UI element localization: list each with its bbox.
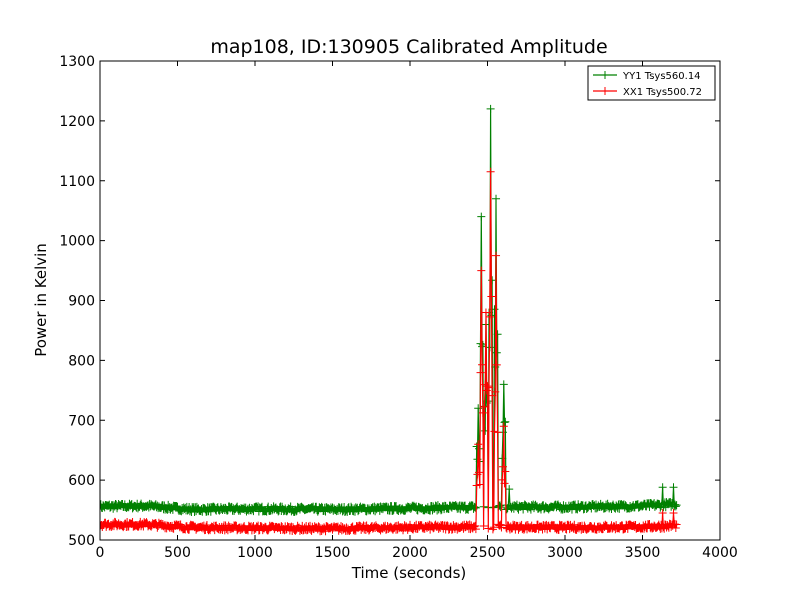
- x-tick-label: 3000: [547, 545, 583, 561]
- legend-entry: XX1 Tsys500.72: [623, 87, 702, 98]
- data-point: [671, 502, 680, 511]
- y-axis-label: Power in Kelvin: [32, 243, 50, 357]
- x-axis: 0 500 1000 1500 2000 2500 3000 3500 4000: [96, 61, 738, 561]
- data-point: [477, 212, 486, 221]
- data-point: [486, 104, 495, 113]
- data-point: [483, 382, 492, 391]
- legend-marker: [601, 71, 609, 79]
- x-tick-label: 2500: [470, 545, 506, 561]
- legend-marker: [601, 87, 609, 95]
- data-point: [492, 360, 501, 369]
- x-tick-label: 1000: [237, 545, 273, 561]
- y-tick-label: 800: [68, 353, 95, 369]
- data-point: [501, 417, 510, 426]
- x-tick-label: 1500: [315, 545, 351, 561]
- y-tick-label: 1100: [59, 174, 95, 190]
- data-point: [481, 308, 490, 317]
- data-point: [495, 521, 504, 530]
- y-tick-label: 1200: [59, 114, 95, 130]
- data-point: [671, 500, 680, 509]
- plot-area: [99, 60, 721, 541]
- data-point: [474, 468, 483, 477]
- y-tick-label: 1300: [59, 54, 95, 70]
- x-tick-label: 3500: [625, 545, 661, 561]
- data-point: [669, 483, 678, 492]
- data-point: [477, 266, 486, 275]
- x-tick-label: 2000: [392, 545, 428, 561]
- x-tick-label: 4000: [702, 545, 738, 561]
- data-point: [498, 454, 507, 463]
- y-tick-label: 700: [68, 413, 95, 429]
- data-point: [475, 480, 484, 489]
- data-point: [476, 368, 485, 377]
- data-point: [499, 422, 508, 431]
- data-point: [471, 525, 480, 534]
- data-point: [479, 522, 488, 531]
- data-point: [471, 521, 480, 530]
- data-point: [500, 479, 509, 488]
- series-line-0: [100, 108, 678, 514]
- data-point: [492, 194, 501, 203]
- data-point: [672, 501, 681, 510]
- x-tick-label: 0: [96, 545, 105, 561]
- data-point: [488, 276, 497, 285]
- data-point: [478, 408, 487, 417]
- legend-entry: YY1 Tsys560.14: [622, 71, 701, 82]
- data-point: [493, 428, 502, 437]
- data-point: [485, 312, 494, 321]
- legend: YY1 Tsys560.14 XX1 Tsys500.72: [587, 65, 716, 101]
- data-point: [669, 509, 678, 518]
- series-0: [100, 104, 681, 517]
- data-point: [473, 470, 482, 479]
- data-point: [505, 485, 514, 494]
- legend-box: [587, 65, 716, 101]
- data-point: [493, 330, 502, 339]
- chart-title: map108, ID:130905 Calibrated Amplitude: [210, 36, 607, 58]
- y-tick-label: 600: [68, 473, 95, 489]
- data-point: [500, 418, 509, 427]
- data-point: [501, 467, 510, 476]
- data-point: [554, 526, 563, 535]
- x-tick-label: 500: [164, 545, 191, 561]
- data-point: [492, 251, 501, 260]
- data-point: [658, 509, 667, 518]
- data-point: [485, 383, 494, 392]
- y-tick-label: 900: [68, 294, 95, 310]
- data-point: [491, 387, 500, 396]
- series-line-1: [100, 171, 678, 534]
- data-point: [499, 462, 507, 471]
- data-point: [489, 523, 498, 532]
- data-point: [474, 440, 483, 449]
- plot-frame: [99, 60, 721, 541]
- data-point: [488, 525, 497, 534]
- data-point: [484, 524, 493, 533]
- x-axis-label: Time (seconds): [351, 564, 467, 582]
- data-point: [499, 380, 508, 389]
- data-point: [486, 167, 495, 176]
- y-tick-label: 500: [68, 533, 95, 549]
- data-point: [658, 483, 667, 492]
- data-point: [672, 520, 681, 529]
- data-point: [487, 292, 496, 301]
- y-tick-label: 1000: [59, 234, 95, 250]
- data-point: [671, 524, 680, 533]
- data-point: [470, 502, 479, 511]
- series-1: [100, 167, 681, 536]
- y-axis: 500 600 700 800 900 1000 1100 1200 1300: [59, 54, 720, 549]
- data-point: [478, 360, 487, 369]
- data-point: [474, 404, 483, 413]
- data-point: [206, 507, 215, 516]
- data-point: [480, 402, 489, 411]
